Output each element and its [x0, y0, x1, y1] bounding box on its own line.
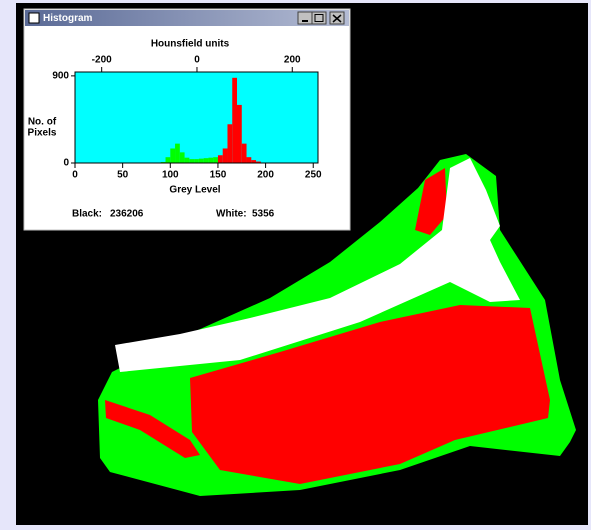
maximize-button[interactable] — [312, 12, 326, 24]
y-tick-label: 0 — [63, 158, 69, 169]
window-icon — [29, 13, 39, 23]
page: Histogram 0 50 100 150 200 250 -200 0 200 0 900 Ho… — [0, 0, 591, 530]
x-tick-label: 200 — [257, 170, 274, 181]
histogram-bar — [218, 155, 223, 163]
histogram-bar — [237, 105, 242, 163]
histogram-bar — [170, 148, 175, 163]
stat-value: 236206 — [110, 209, 144, 220]
x2-tick-label: 0 — [194, 55, 200, 66]
minimize-button[interactable] — [298, 12, 312, 24]
window-title: Histogram — [43, 13, 93, 24]
histogram-bar — [189, 159, 194, 163]
histogram-bar — [242, 144, 247, 163]
y-axis-label: Pixels — [28, 128, 57, 139]
screen: Histogram 0 50 100 150 200 250 -200 0 200 0 900 Ho… — [0, 0, 591, 530]
stat-label: White: — [216, 209, 247, 220]
window-buttons — [298, 12, 344, 24]
stat-label: Black: — [72, 209, 102, 220]
x-axis-label: Grey Level — [169, 185, 220, 196]
histogram-bar — [223, 148, 228, 163]
y-axis-label: No. of — [28, 117, 57, 128]
x-tick-label: 250 — [305, 170, 322, 181]
histogram-bar — [194, 159, 199, 163]
x2-tick-label: 200 — [284, 55, 301, 66]
histogram-bar — [208, 158, 213, 163]
histogram-bar — [175, 144, 180, 163]
histogram-bar — [247, 157, 252, 163]
plot-area — [75, 72, 318, 163]
x2-axis-label: Hounsfield units — [151, 39, 230, 50]
histogram-bar — [227, 124, 232, 163]
x-tick-label: 50 — [117, 170, 129, 181]
x2-tick-label: -200 — [92, 55, 112, 66]
histogram-bar — [213, 157, 218, 163]
x-tick-label: 0 — [72, 170, 78, 181]
x-tick-label: 150 — [210, 170, 227, 181]
histogram-bar — [232, 78, 237, 163]
histogram-bar — [180, 152, 185, 163]
y-tick-label: 900 — [52, 71, 69, 82]
histogram-bar — [166, 157, 171, 163]
stat-value: 5356 — [252, 209, 275, 220]
histogram-bar — [185, 158, 190, 163]
histogram-bar — [204, 158, 209, 163]
histogram-bar — [199, 159, 204, 163]
x-tick-label: 100 — [162, 170, 179, 181]
histogram-chart: 0 50 100 150 200 250 -200 0 200 0 900 — [52, 55, 322, 181]
